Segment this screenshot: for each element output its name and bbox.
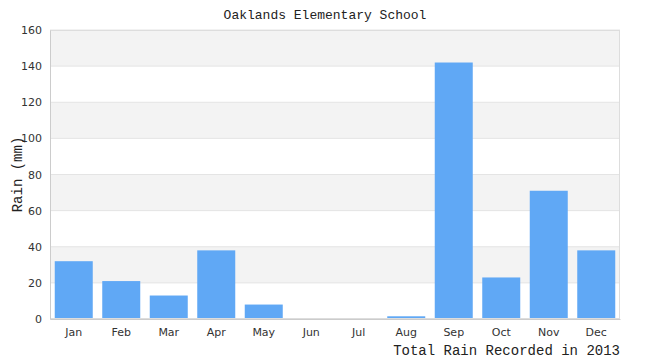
bar <box>435 63 473 319</box>
bars <box>55 63 616 319</box>
y-tick: 140 <box>21 60 50 73</box>
y-tick: 40 <box>28 241 50 254</box>
x-tick: Mar <box>158 319 179 339</box>
x-tick: Nov <box>538 319 560 339</box>
x-tick-label: Oct <box>492 326 512 339</box>
y-tick-label: 40 <box>28 241 42 254</box>
x-tick-label: Nov <box>538 326 560 339</box>
y-tick: 60 <box>28 205 50 218</box>
x-tick: Oct <box>492 319 512 339</box>
x-axis: Jan Feb Mar Apr May Jun Jul Aug Sep Oct Nov Dec <box>51 319 621 339</box>
x-tick-label: Jul <box>351 326 365 339</box>
y-tick: 80 <box>28 169 50 182</box>
x-tick: Jun <box>302 319 320 339</box>
plot-background <box>50 30 620 319</box>
x-tick-label: Jun <box>302 326 320 339</box>
y-axis-title: Rain (mm) <box>10 137 26 213</box>
x-tick: Jul <box>351 319 365 339</box>
grid-band <box>50 102 620 138</box>
y-tick-label: 160 <box>21 24 42 37</box>
x-tick-label: Sep <box>443 326 464 339</box>
bar <box>197 250 235 319</box>
grid-line <box>50 66 620 67</box>
y-tick-label: 60 <box>28 205 42 218</box>
y-tick-label: 80 <box>28 169 42 182</box>
title: Oaklands Elementary School <box>224 8 427 23</box>
x-tick-label: Mar <box>158 326 179 339</box>
bar <box>482 277 520 319</box>
x-axis-title: Total Rain Recorded in 2013 <box>393 343 620 359</box>
plot-frame <box>51 31 620 319</box>
x-tick: Sep <box>443 319 464 339</box>
y-tick: 0 <box>35 313 50 326</box>
grid-line <box>50 138 620 139</box>
x-tick: Aug <box>396 319 417 339</box>
y-axis-line <box>50 31 51 320</box>
x-tick: Dec <box>586 319 607 339</box>
y-tick-label: 0 <box>35 313 42 326</box>
y-tick-label: 120 <box>21 96 42 109</box>
x-tick: Feb <box>112 319 131 339</box>
bar <box>577 250 615 319</box>
bar <box>150 296 188 319</box>
x-tick-label: Jan <box>64 326 82 339</box>
x-tick: Apr <box>207 319 227 339</box>
x-tick: Jan <box>64 319 82 339</box>
y-tick-label: 140 <box>21 60 42 73</box>
grid-line <box>50 102 620 103</box>
x-axis-line <box>51 319 621 320</box>
grid-line <box>50 174 620 175</box>
x-tick-label: Apr <box>207 326 227 339</box>
bar <box>55 261 93 319</box>
bar <box>245 305 283 319</box>
bar <box>530 191 568 319</box>
x-tick-label: Dec <box>586 326 607 339</box>
x-tick: May <box>252 319 275 339</box>
y-tick-label: 20 <box>28 277 42 290</box>
x-tick-label: Aug <box>396 326 417 339</box>
y-tick: 20 <box>28 277 50 290</box>
chart: 020406080100120140160JanFebMarAprMayJunJ… <box>0 0 650 360</box>
x-tick-label: Feb <box>112 326 131 339</box>
x-tick-label: May <box>252 326 275 339</box>
plot: 020406080100120140160JanFebMarAprMayJunJ… <box>21 24 621 339</box>
grid-band <box>50 30 620 66</box>
y-tick: 160 <box>21 24 50 37</box>
y-tick: 120 <box>21 96 50 109</box>
bar <box>102 281 140 319</box>
